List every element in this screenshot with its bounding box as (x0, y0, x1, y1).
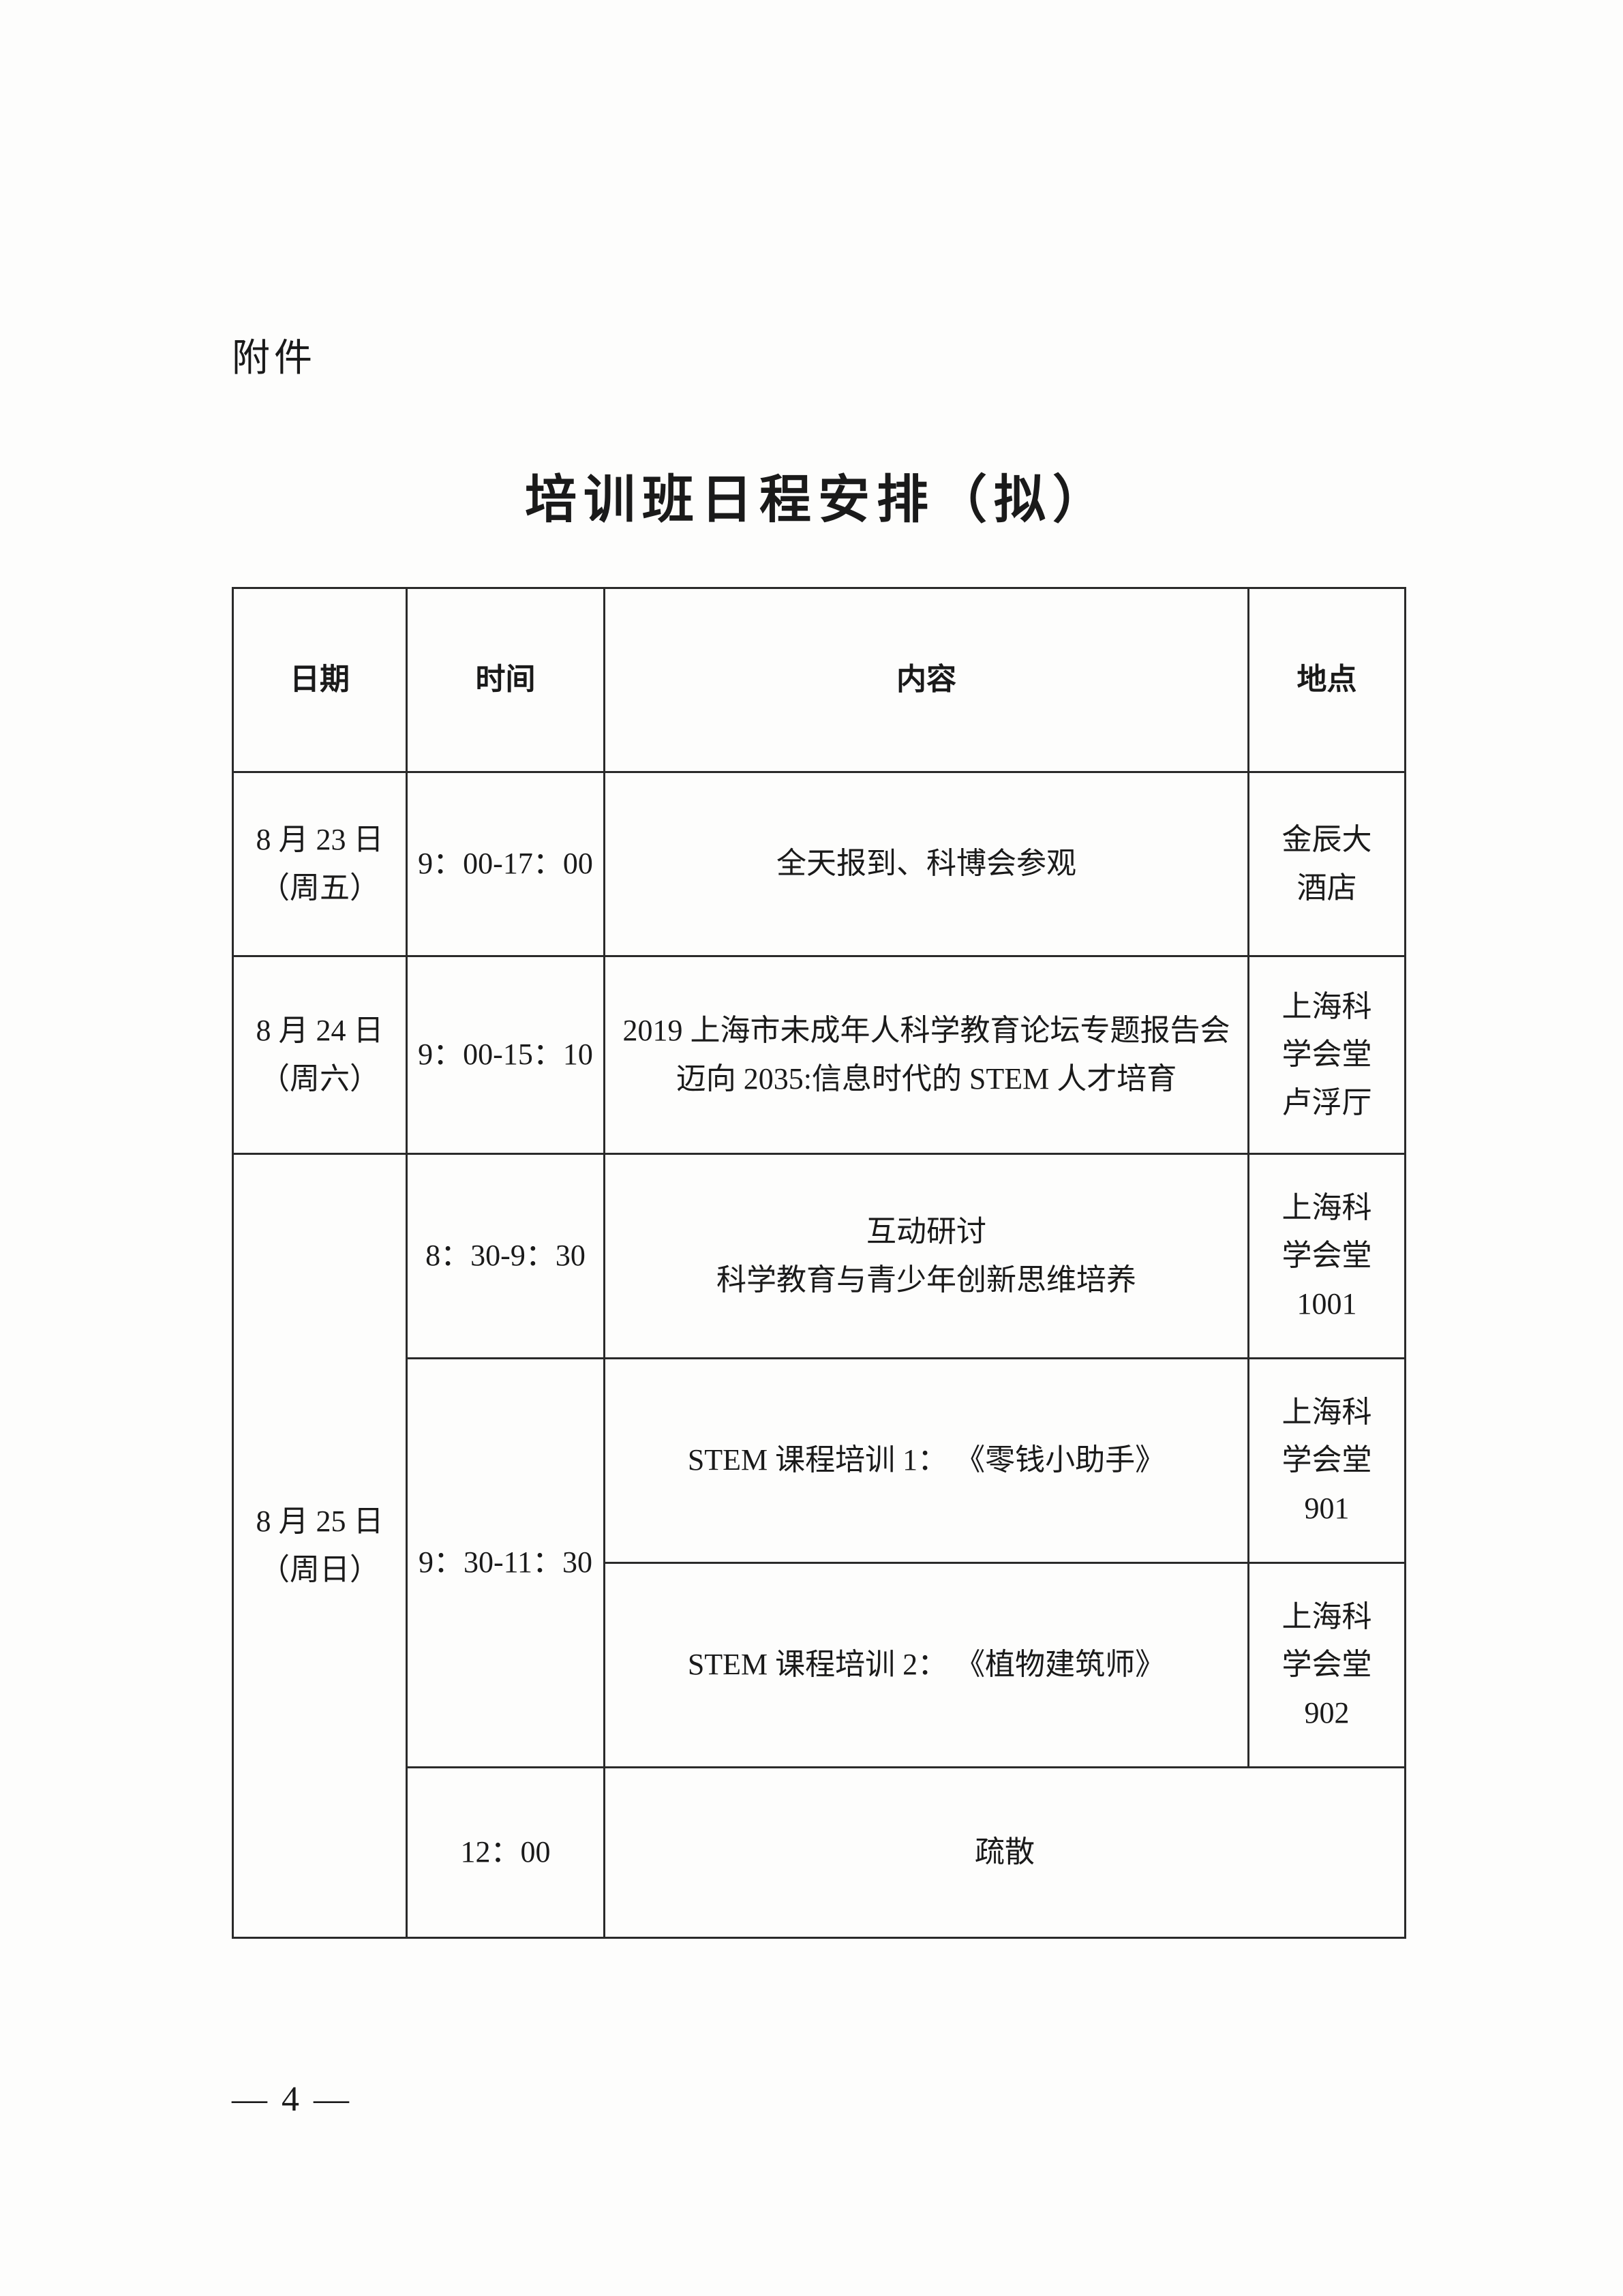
cell-date: 8 月 24 日 （周六） (233, 956, 407, 1154)
cell-date: 8 月 23 日 （周五） (233, 772, 407, 956)
cell-time: 12：00 (407, 1768, 605, 1938)
cell-time: 9：00-17：00 (407, 772, 605, 956)
cell-location: 上海科 学会堂 卢浮厅 (1249, 956, 1406, 1154)
cell-content: 疏散 (605, 1768, 1406, 1938)
cell-location: 上海科 学会堂 901 (1249, 1359, 1406, 1563)
header-time: 时间 (407, 588, 605, 772)
cell-content: 2019 上海市未成年人科学教育论坛专题报告会 迈向 2035:信息时代的 ST… (605, 956, 1249, 1154)
content-area: 附件 培训班日程安排（拟） 日期 时间 内容 地点 8 月 23 日 （周五） (232, 327, 1404, 1939)
table-row: 12：00 疏散 (233, 1768, 1406, 1938)
document-title: 培训班日程安排（拟） (232, 457, 1404, 532)
schedule-table: 日期 时间 内容 地点 8 月 23 日 （周五） 9：00-17：00 全天报… (232, 587, 1406, 1939)
cell-time: 9：30-11：30 (407, 1359, 605, 1768)
page-number: — 4 — (232, 2079, 352, 2119)
table-row: 8 月 24 日 （周六） 9：00-15：10 2019 上海市未成年人科学教… (233, 956, 1406, 1154)
cell-location: 上海科 学会堂 1001 (1249, 1154, 1406, 1359)
cell-date: 8 月 25 日 （周日） (233, 1154, 407, 1938)
cell-content: STEM 课程培训 2： 《植物建筑师》 (605, 1563, 1249, 1768)
table-header-row: 日期 时间 内容 地点 (233, 588, 1406, 772)
cell-location: 上海科 学会堂 902 (1249, 1563, 1406, 1768)
cell-content: STEM 课程培训 1： 《零钱小助手》 (605, 1359, 1249, 1563)
cell-content: 互动研讨 科学教育与青少年创新思维培养 (605, 1154, 1249, 1359)
table-row: 8 月 23 日 （周五） 9：00-17：00 全天报到、科博会参观 金辰大 … (233, 772, 1406, 956)
attachment-label: 附件 (232, 327, 1404, 382)
header-content: 内容 (605, 588, 1249, 772)
cell-time: 8：30-9：30 (407, 1154, 605, 1359)
document-page: 附件 培训班日程安排（拟） 日期 时间 内容 地点 8 月 23 日 （周五） (0, 0, 1623, 2296)
cell-time: 9：00-15：10 (407, 956, 605, 1154)
header-location: 地点 (1249, 588, 1406, 772)
cell-content: 全天报到、科博会参观 (605, 772, 1249, 956)
header-date: 日期 (233, 588, 407, 772)
cell-location: 金辰大 酒店 (1249, 772, 1406, 956)
table-row: 8 月 25 日 （周日） 8：30-9：30 互动研讨 科学教育与青少年创新思… (233, 1154, 1406, 1359)
table-row: 9：30-11：30 STEM 课程培训 1： 《零钱小助手》 上海科 学会堂 … (233, 1359, 1406, 1563)
